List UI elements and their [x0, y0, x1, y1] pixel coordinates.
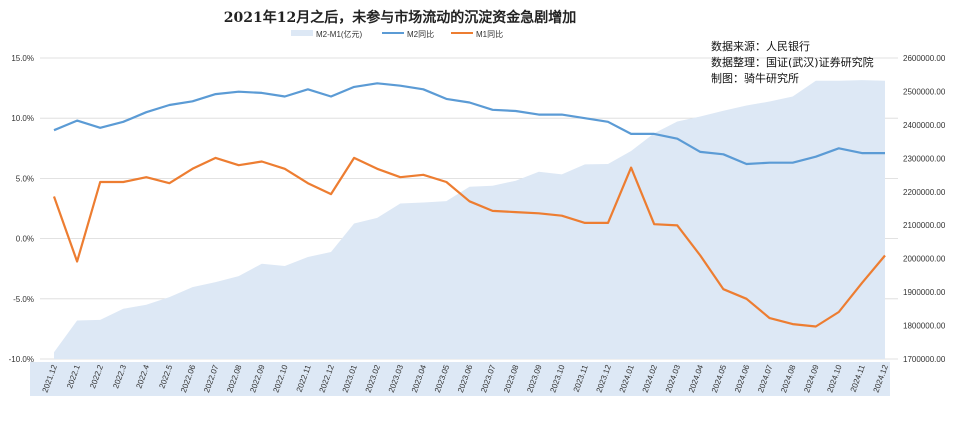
- right-tick-label: 1900000.00: [903, 288, 946, 297]
- legend-label-area: M2-M1(亿元): [316, 29, 363, 39]
- right-tick-label: 2600000.00: [903, 54, 946, 63]
- left-tick-label: 5.0%: [16, 174, 34, 183]
- left-tick-label: -5.0%: [13, 295, 34, 304]
- right-tick-label: 2400000.00: [903, 121, 946, 130]
- line-series-layer: [52, 82, 886, 328]
- series-line-m2: [53, 82, 885, 166]
- source-line-3: 制图：骑牛研究所: [711, 71, 799, 85]
- left-axis-ticks: 15.0% 10.0% 5.0% 0.0% -5.0% -10.0%: [9, 54, 34, 364]
- right-tick-label: 2100000.00: [903, 221, 946, 230]
- right-axis-ticks: 2600000.00 2500000.00 2400000.00 2300000.00…: [903, 54, 946, 364]
- right-tick-label: 2500000.00: [903, 87, 946, 96]
- source-note: 数据来源：人民银行 数据整理：国证(武汉)证券研究院 制图：骑牛研究所: [711, 39, 874, 85]
- source-line-2: 数据整理：国证(武汉)证券研究院: [711, 55, 874, 69]
- area-series-layer: [54, 80, 885, 359]
- legend-label-m1: M1同比: [476, 29, 503, 39]
- right-tick-label: 2300000.00: [903, 154, 946, 163]
- left-tick-label: 10.0%: [11, 114, 34, 123]
- right-tick-label: 1700000.00: [903, 355, 946, 364]
- right-tick-label: 1800000.00: [903, 322, 946, 331]
- legend-swatch-area: [291, 30, 313, 36]
- series-area-m2-m1: [54, 80, 885, 359]
- x-axis-band-fill: [30, 362, 890, 396]
- legend: M2-M1(亿元) M2同比 M1同比: [291, 29, 503, 39]
- left-tick-label: -10.0%: [9, 355, 34, 364]
- legend-label-m2: M2同比: [407, 29, 434, 39]
- source-line-1: 数据来源：人民银行: [711, 39, 810, 53]
- right-tick-label: 2000000.00: [903, 255, 946, 264]
- right-tick-label: 2200000.00: [903, 188, 946, 197]
- left-tick-label: 0.0%: [16, 235, 34, 244]
- x-axis-band: [30, 362, 890, 396]
- left-tick-label: 15.0%: [11, 54, 34, 63]
- chart-title: 2021年12月之后，未参与市场流动的沉淀资金急剧增加: [224, 9, 576, 26]
